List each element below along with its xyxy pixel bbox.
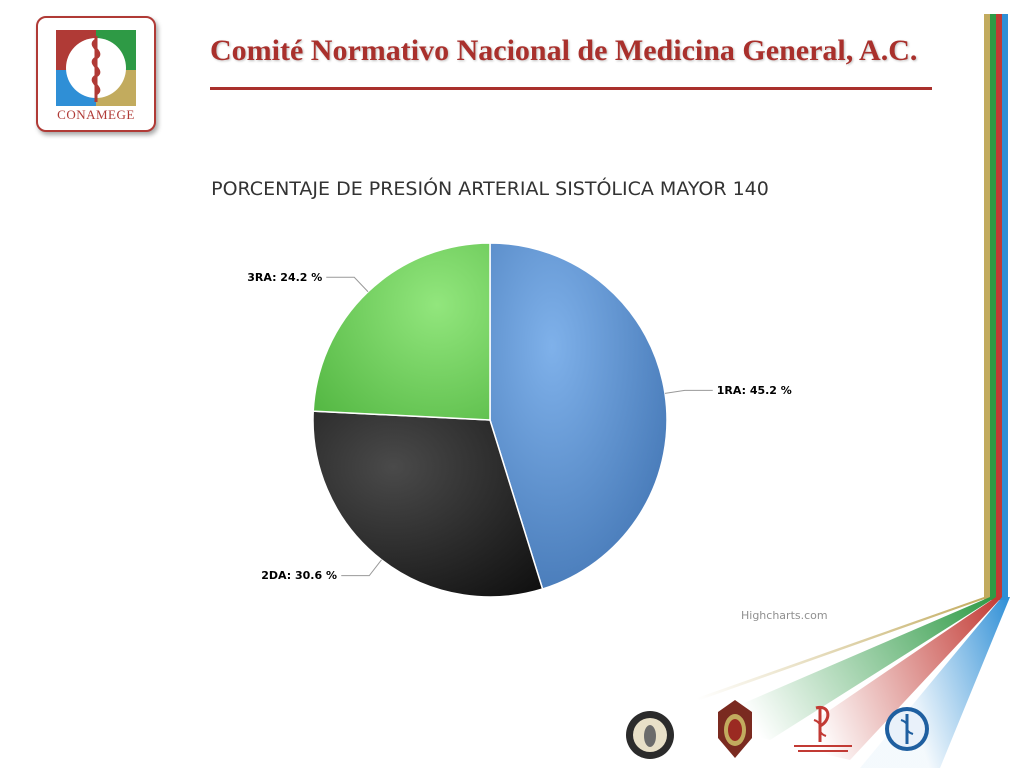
logo-text: CONAMEGE bbox=[57, 107, 135, 122]
data-label-2da: 2DA: 30.6 % bbox=[261, 569, 337, 583]
label-connector-1ra bbox=[664, 389, 713, 394]
academia-seal-icon bbox=[626, 711, 674, 759]
pie-slice-2da[interactable] bbox=[312, 410, 544, 598]
consejo-seal-icon bbox=[794, 705, 852, 752]
data-label-3ra: 3RA: 24.2 % bbox=[247, 270, 323, 284]
conamege-logo: CONAMEGE bbox=[36, 16, 156, 132]
chart-credits[interactable]: Highcharts.com bbox=[741, 609, 828, 622]
pie-slice-1ra[interactable] bbox=[489, 242, 668, 590]
military-seal-icon bbox=[718, 700, 752, 758]
title-underline bbox=[210, 87, 932, 90]
label-connector-3ra bbox=[326, 276, 369, 293]
aesculapius-seal-icon bbox=[885, 707, 929, 751]
label-connector-2da bbox=[341, 559, 382, 577]
pie-slice-3ra[interactable] bbox=[312, 242, 491, 421]
chart-title: PORCENTAJE DE PRESIÓN ARTERIAL SISTÓLICA… bbox=[211, 178, 769, 200]
organization-title: Comité Normativo Nacional de Medicina Ge… bbox=[210, 34, 918, 67]
data-label-1ra: 1RA: 45.2 % bbox=[716, 383, 792, 397]
